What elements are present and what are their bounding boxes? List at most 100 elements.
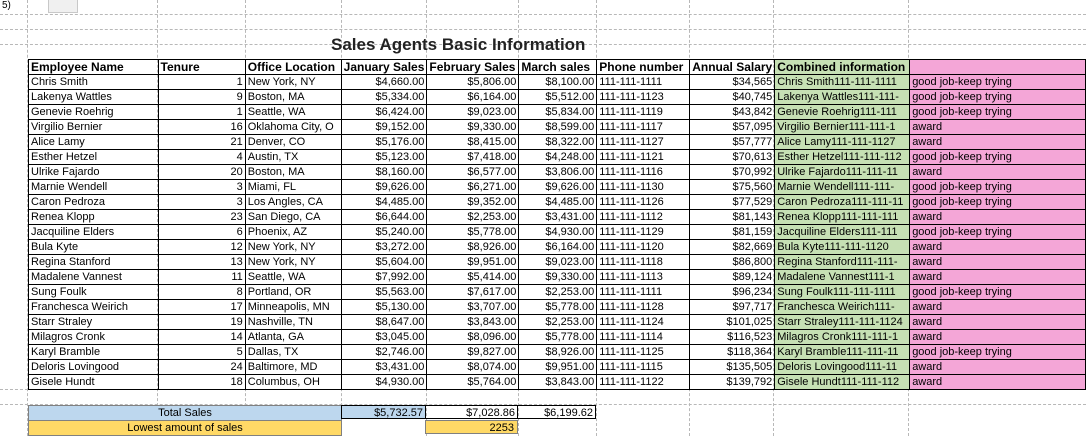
- cell-office-location[interactable]: Seattle, WA: [244, 269, 342, 285]
- cell-march-sales[interactable]: $5,834.00: [518, 104, 598, 120]
- cell-march-sales[interactable]: $6,164.00: [518, 239, 598, 255]
- cell-annual-salary[interactable]: $57,095: [689, 119, 776, 135]
- cell-combined-information[interactable]: Ulrike Fajardo111-111-11: [774, 164, 911, 180]
- cell-combined-information[interactable]: Chris Smith111-111-1111: [774, 74, 911, 90]
- header-march-sales[interactable]: March sales: [518, 59, 598, 75]
- cell-phone-number[interactable]: 111-111-1121: [596, 149, 691, 165]
- cell-combined-information[interactable]: Sung Foulk111-111-1111: [774, 284, 911, 300]
- header-office-location[interactable]: Office Location: [244, 59, 342, 75]
- cell-combined-information[interactable]: Alice Lamy111-111-1127: [774, 134, 911, 150]
- cell-combined-information[interactable]: Deloris Lovingood111-11: [774, 359, 911, 375]
- cell-combined-information[interactable]: Esther Hetzel111-111-112: [774, 149, 911, 165]
- total-sales-label[interactable]: Total Sales: [28, 405, 342, 421]
- cell-status[interactable]: award: [909, 119, 1086, 135]
- cell-annual-salary[interactable]: $77,529: [689, 194, 776, 210]
- cell-annual-salary[interactable]: $81,143: [689, 209, 776, 225]
- cell-office-location[interactable]: Boston, MA: [244, 164, 342, 180]
- header-january-sales[interactable]: January Sales: [340, 59, 428, 75]
- cell-office-location[interactable]: Miami, FL: [244, 179, 342, 195]
- cell-combined-information[interactable]: Genevie Roehrig111-111: [774, 104, 911, 120]
- cell-tenure[interactable]: 17: [157, 299, 246, 315]
- cell-phone-number[interactable]: 111-111-1115: [596, 359, 691, 375]
- cell-status[interactable]: award: [909, 209, 1086, 225]
- cell-february-sales[interactable]: $5,414.00: [426, 269, 520, 285]
- cell-january-sales[interactable]: $6,424.00: [340, 104, 428, 120]
- cell-phone-number[interactable]: 111-111-1127: [596, 134, 691, 150]
- cell-combined-information[interactable]: Franchesca Weirich111-: [774, 299, 911, 315]
- cell-march-sales[interactable]: $5,778.00: [518, 329, 598, 345]
- cell-march-sales[interactable]: $4,930.00: [518, 224, 598, 240]
- cell-employee-name[interactable]: Madalene Vannest: [28, 269, 159, 285]
- lowest-sales-value[interactable]: 2253: [425, 420, 518, 434]
- cell-february-sales[interactable]: $9,330.00: [426, 119, 520, 135]
- cell-office-location[interactable]: Nashville, TN: [244, 314, 342, 330]
- cell-tenure[interactable]: 4: [157, 149, 246, 165]
- cell-january-sales[interactable]: $5,123.00: [340, 149, 428, 165]
- cell-tenure[interactable]: 11: [157, 269, 246, 285]
- cell-office-location[interactable]: Columbus, OH: [244, 374, 342, 390]
- cell-march-sales[interactable]: $3,843.00: [518, 374, 598, 390]
- cell-annual-salary[interactable]: $96,234: [689, 284, 776, 300]
- cell-status[interactable]: good job-keep trying: [909, 149, 1086, 165]
- cell-employee-name[interactable]: Lakenya Wattles: [28, 89, 159, 105]
- cell-january-sales[interactable]: $3,045.00: [340, 329, 428, 345]
- cell-january-sales[interactable]: $5,176.00: [340, 134, 428, 150]
- cell-february-sales[interactable]: $8,926.00: [426, 239, 520, 255]
- cell-phone-number[interactable]: 111-111-1111: [596, 284, 691, 300]
- header-combined-information[interactable]: Combined information: [774, 59, 911, 75]
- cell-office-location[interactable]: Phoenix, AZ: [244, 224, 342, 240]
- cell-january-sales[interactable]: $4,660.00: [340, 74, 428, 90]
- cell-february-sales[interactable]: $8,074.00: [426, 359, 520, 375]
- cell-employee-name[interactable]: Genevie Roehrig: [28, 104, 159, 120]
- cell-tenure[interactable]: 21: [157, 134, 246, 150]
- cell-annual-salary[interactable]: $70,613: [689, 149, 776, 165]
- cell-employee-name[interactable]: Chris Smith: [28, 74, 159, 90]
- cell-employee-name[interactable]: Ulrike Fajardo: [28, 164, 159, 180]
- cell-january-sales[interactable]: $3,431.00: [340, 359, 428, 375]
- total-march-sales[interactable]: $6,199.62: [517, 405, 596, 419]
- cell-employee-name[interactable]: Alice Lamy: [28, 134, 159, 150]
- cell-status[interactable]: good job-keep trying: [909, 224, 1086, 240]
- cell-status[interactable]: award: [909, 299, 1086, 315]
- cell-annual-salary[interactable]: $43,842: [689, 104, 776, 120]
- cell-status[interactable]: good job-keep trying: [909, 284, 1086, 300]
- cell-january-sales[interactable]: $5,240.00: [340, 224, 428, 240]
- cell-office-location[interactable]: Atlanta, GA: [244, 329, 342, 345]
- cell-march-sales[interactable]: $2,253.00: [518, 284, 598, 300]
- cell-february-sales[interactable]: $8,096.00: [426, 329, 520, 345]
- cell-tenure[interactable]: 3: [157, 194, 246, 210]
- cell-march-sales[interactable]: $4,485.00: [518, 194, 598, 210]
- cell-employee-name[interactable]: Gisele Hundt: [28, 374, 159, 390]
- cell-employee-name[interactable]: Karyl Bramble: [28, 344, 159, 360]
- cell-annual-salary[interactable]: $40,745: [689, 89, 776, 105]
- header-employee-name[interactable]: Employee Name: [28, 59, 159, 75]
- cell-february-sales[interactable]: $7,617.00: [426, 284, 520, 300]
- cell-tenure[interactable]: 23: [157, 209, 246, 225]
- total-january-sales[interactable]: $5,732.57: [341, 405, 426, 419]
- cell-march-sales[interactable]: $5,778.00: [518, 299, 598, 315]
- cell-march-sales[interactable]: $2,253.00: [518, 314, 598, 330]
- cell-status[interactable]: good job-keep trying: [909, 89, 1086, 105]
- cell-combined-information[interactable]: Lakenya Wattles111-111-: [774, 89, 911, 105]
- cell-march-sales[interactable]: $9,330.00: [518, 269, 598, 285]
- cell-office-location[interactable]: New York, NY: [244, 239, 342, 255]
- cell-employee-name[interactable]: Renea Klopp: [28, 209, 159, 225]
- cell-january-sales[interactable]: $6,644.00: [340, 209, 428, 225]
- cell-tenure[interactable]: 12: [157, 239, 246, 255]
- cell-tenure[interactable]: 19: [157, 314, 246, 330]
- cell-employee-name[interactable]: Franchesca Weirich: [28, 299, 159, 315]
- cell-employee-name[interactable]: Deloris Lovingood: [28, 359, 159, 375]
- cell-phone-number[interactable]: 111-111-1124: [596, 314, 691, 330]
- cell-tenure[interactable]: 14: [157, 329, 246, 345]
- cell-january-sales[interactable]: $9,152.00: [340, 119, 428, 135]
- cell-employee-name[interactable]: Marnie Wendell: [28, 179, 159, 195]
- cell-march-sales[interactable]: $5,512.00: [518, 89, 598, 105]
- cell-march-sales[interactable]: $3,431.00: [518, 209, 598, 225]
- cell-march-sales[interactable]: $8,599.00: [518, 119, 598, 135]
- cell-phone-number[interactable]: 111-111-1117: [596, 119, 691, 135]
- cell-february-sales[interactable]: $9,352.00: [426, 194, 520, 210]
- cell-status[interactable]: good job-keep trying: [909, 179, 1086, 195]
- cell-annual-salary[interactable]: $34,565: [689, 74, 776, 90]
- cell-annual-salary[interactable]: $101,025: [689, 314, 776, 330]
- cell-office-location[interactable]: New York, NY: [244, 254, 342, 270]
